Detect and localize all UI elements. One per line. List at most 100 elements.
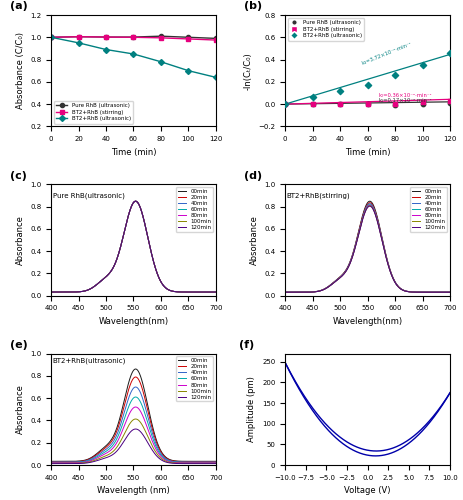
Line: 80min: 80min (51, 407, 215, 463)
120min (132, 198, 138, 204)
Point (391, 71, 398, 79)
Line: BT2+RhB (ultrasonic): BT2+RhB (ultrasonic) (49, 35, 218, 80)
40min (90, 284, 96, 290)
Point (391, 100, 398, 108)
80min (145, 428, 151, 434)
100min (48, 460, 54, 466)
00min (132, 198, 138, 204)
Line: 120min: 120min (285, 206, 449, 292)
60min (379, 240, 385, 246)
Line: 20min: 20min (285, 202, 449, 292)
120min (311, 289, 317, 295)
80min (446, 289, 452, 295)
100min (90, 458, 96, 464)
Point (363, 100, 370, 108)
Pure RhB (ultrasonic) (48, 34, 54, 40)
60min (282, 289, 288, 295)
40min (123, 404, 128, 410)
20min (48, 289, 54, 295)
120min (213, 289, 218, 295)
100min (158, 456, 164, 462)
100min (446, 289, 452, 295)
20min (366, 200, 372, 205)
Point (281, 100, 288, 108)
120min (90, 284, 96, 290)
00min (213, 458, 218, 464)
60min (145, 422, 151, 428)
Text: (e): (e) (10, 340, 27, 350)
20min (172, 458, 178, 464)
40min (324, 284, 330, 290)
60min (77, 459, 83, 465)
Line: 60min: 60min (51, 201, 215, 292)
80min (132, 198, 138, 204)
60min (145, 238, 151, 244)
40min (145, 416, 151, 422)
80min (213, 289, 218, 295)
40min (158, 280, 164, 285)
Text: (a): (a) (10, 2, 27, 12)
Line: 40min: 40min (51, 201, 215, 292)
40min (90, 455, 96, 461)
40min (158, 451, 164, 457)
Point (445, 49, 453, 57)
00min (366, 198, 372, 204)
00min (213, 289, 218, 295)
Pure RhB (ultrasonic) (75, 34, 81, 40)
Pure RhB (ultrasonic) (213, 36, 218, 42)
Text: k₂=0.36×10⁻²·min⁻¹: k₂=0.36×10⁻²·min⁻¹ (378, 93, 432, 98)
Line: 100min: 100min (51, 201, 215, 292)
Line: 80min: 80min (51, 201, 215, 292)
40min (379, 238, 385, 244)
20min (123, 224, 128, 230)
Point (336, 100, 343, 108)
80min (123, 224, 128, 230)
40min (366, 200, 372, 206)
20min (145, 238, 151, 244)
Line: 100min: 100min (285, 206, 449, 292)
Pure RhB (ultrasonic) (131, 34, 136, 40)
20min (213, 289, 218, 295)
80min (172, 288, 178, 294)
100min (48, 289, 54, 295)
60min (132, 198, 138, 204)
Line: 20min: 20min (51, 201, 215, 292)
60min (311, 289, 317, 295)
BT2+RhB (ultrasonic) (103, 46, 108, 52)
100min (324, 284, 330, 290)
80min (311, 289, 317, 295)
00min (48, 458, 54, 464)
80min (77, 288, 83, 294)
100min (145, 238, 151, 244)
100min (172, 288, 178, 294)
120min (282, 290, 288, 296)
Point (281, 100, 288, 108)
100min (123, 428, 128, 434)
Y-axis label: Amplitude (pm): Amplitude (pm) (247, 376, 256, 442)
120min (48, 289, 54, 295)
20min (77, 288, 83, 294)
60min (48, 289, 54, 295)
100min (145, 435, 151, 441)
120min (366, 203, 372, 209)
20min (311, 289, 317, 295)
Point (418, 98, 425, 106)
80min (90, 456, 96, 462)
20min (172, 288, 178, 294)
20min (406, 288, 412, 294)
100min (90, 284, 96, 290)
20min (48, 458, 54, 464)
40min (446, 289, 452, 295)
100min (213, 460, 218, 466)
120min (123, 224, 128, 230)
60min (90, 456, 96, 462)
100min (366, 202, 372, 208)
120min (172, 460, 178, 466)
Y-axis label: -ln(Cₜ/C₀): -ln(Cₜ/C₀) (244, 52, 252, 90)
100min (172, 460, 178, 466)
60min (366, 202, 372, 207)
80min (356, 226, 362, 232)
00min (356, 224, 362, 230)
100min (77, 288, 83, 294)
Point (308, 94, 316, 102)
